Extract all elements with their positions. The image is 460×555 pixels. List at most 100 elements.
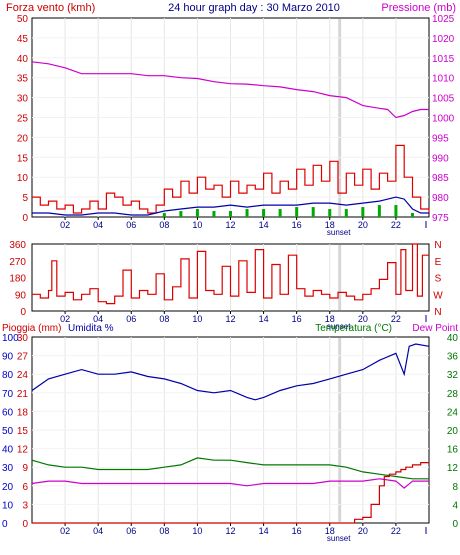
humidity-y-tick-label: 10	[2, 500, 14, 511]
pressure-y-tick-label: 975	[432, 213, 449, 224]
wind-chart-x-tick-label: 10	[192, 220, 202, 230]
wind-y-tick-label: 15	[17, 153, 29, 164]
wind-chart-x-tick-label: 04	[93, 220, 103, 230]
climate-chart-x-tick-label: 08	[159, 526, 169, 536]
wind-y-tick-label: 50	[17, 14, 29, 25]
rain-line	[32, 461, 430, 524]
direction-chart-x-tick-label: 22	[391, 314, 401, 324]
temp-y-tick-label: 8	[452, 482, 458, 493]
wind-mean-line	[32, 196, 429, 216]
wind-chart-x-tick-label: 20	[358, 220, 368, 230]
direction-chart-x-tick-label: 16	[292, 314, 302, 324]
gust-bar	[311, 207, 315, 217]
temp-y-tick-label: 32	[447, 370, 459, 381]
direction-y-tick-label: 180	[9, 274, 26, 285]
direction-cardinal-label: E	[435, 257, 442, 268]
humidity-y-tick-label: 60	[2, 407, 14, 418]
temperature-line	[31, 457, 429, 480]
climate-chart-x-tick-label: 20	[358, 526, 368, 536]
climate-chart-x-tick-label: 22	[391, 526, 401, 536]
direction-chart-sunset-bar	[338, 245, 342, 310]
wind-chart-sunset-label: sunset	[327, 228, 351, 237]
direction-y-tick-label: 270	[9, 257, 26, 268]
wind-chart-x-tick-label: 06	[126, 220, 136, 230]
gust-bar	[245, 209, 249, 217]
wind-y-tick-label: 35	[17, 74, 29, 85]
climate-chart-x-tick-label: 02	[60, 526, 70, 536]
dewpoint-axis-title: Dew Point	[412, 323, 458, 334]
rain-y-tick-label: 6	[22, 482, 28, 493]
temp-y-tick-label: 4	[452, 500, 458, 511]
wind-chart-x-tick-label: 14	[259, 220, 269, 230]
temp-y-tick-label: 16	[447, 445, 459, 456]
dewpoint-line	[31, 478, 429, 489]
gust-bar	[328, 209, 332, 217]
rain-y-tick-label: 3	[22, 500, 28, 511]
gust-bar	[344, 209, 348, 217]
climate-chart-x-tick-label: 16	[292, 526, 302, 536]
humidity-y-tick-label: 80	[2, 370, 14, 381]
wind-y-tick-label: 25	[17, 114, 29, 125]
rain-axis-title: Pioggia (mm)	[2, 323, 61, 334]
pressure-y-tick-label: 1010	[432, 74, 455, 85]
gust-bar	[179, 211, 183, 217]
wind-y-tick-label: 10	[17, 173, 29, 184]
climate-chart-x-tick-label: 10	[192, 526, 202, 536]
wind-y-tick-label: 30	[17, 94, 29, 105]
direction-chart-x-tick-label: 02	[60, 314, 70, 324]
direction-chart-x-tick-label: 06	[126, 314, 136, 324]
gust-bar	[377, 205, 381, 217]
direction-chart-x-tick-label: 08	[159, 314, 169, 324]
humidity-y-tick-label: 90	[2, 352, 14, 363]
wind-chart-x-tick-label: 02	[60, 220, 70, 230]
wind-chart-x-tick-label: 16	[292, 220, 302, 230]
humidity-y-tick-label: 100	[2, 333, 19, 344]
rain-y-tick-label: 15	[17, 426, 29, 437]
climate-chart-sunset-label: sunset	[327, 534, 351, 543]
pressure-y-tick-label: 980	[432, 193, 449, 204]
humidity-axis-title: Umidita %	[68, 323, 114, 334]
gust-bar	[394, 205, 398, 217]
rain-y-tick-label: 9	[22, 463, 28, 474]
pressure-line	[31, 61, 429, 119]
humidity-y-tick-label: 0	[2, 519, 8, 530]
chart-title: 24 hour graph day : 30 Marzo 2010	[168, 2, 340, 14]
gust-bar	[361, 207, 365, 217]
pressure-y-tick-label: 1015	[432, 54, 455, 65]
temp-y-tick-label: 28	[447, 389, 459, 400]
direction-y-tick-label: 0	[20, 307, 26, 318]
gust-bar	[162, 213, 166, 217]
wind-axis-title: Forza vento (kmh)	[6, 2, 95, 14]
humidity-y-tick-label: 70	[2, 389, 14, 400]
wind-speed-line	[32, 144, 430, 214]
rain-y-tick-label: 30	[17, 333, 29, 344]
humidity-y-tick-label: 20	[2, 482, 14, 493]
temperature-axis-title: Temperatura (°C)	[315, 323, 392, 334]
rain-y-tick-label: 24	[17, 370, 29, 381]
direction-cardinal-label: S	[435, 274, 442, 285]
direction-y-tick-label: 360	[9, 240, 26, 251]
direction-chart-sunset-label: sunset	[327, 322, 351, 331]
direction-chart-x-tick-label: 18	[325, 314, 335, 324]
gust-bar	[212, 211, 216, 217]
climate-chart-x-tick-label: 04	[93, 526, 103, 536]
pressure-y-tick-label: 1000	[432, 114, 455, 125]
temp-y-tick-label: 40	[447, 333, 459, 344]
rain-y-tick-label: 0	[22, 519, 28, 530]
gust-bar	[295, 207, 299, 217]
gust-bar	[195, 209, 199, 217]
gust-bar	[410, 213, 414, 217]
rain-y-tick-label: 18	[17, 407, 29, 418]
wind-chart-x-tick-label: 12	[225, 220, 235, 230]
pressure-y-tick-label: 1005	[432, 94, 455, 105]
pressure-y-tick-label: 1020	[432, 34, 455, 45]
wind-y-tick-label: 0	[22, 213, 28, 224]
humidity-y-tick-label: 40	[2, 445, 14, 456]
direction-cardinal-label: N	[434, 240, 441, 251]
humidity-line	[31, 343, 430, 401]
rain-y-tick-label: 27	[17, 352, 29, 363]
pressure-y-tick-label: 985	[432, 173, 449, 184]
temp-y-tick-label: 20	[447, 426, 459, 437]
direction-cardinal-label: N	[434, 307, 441, 318]
